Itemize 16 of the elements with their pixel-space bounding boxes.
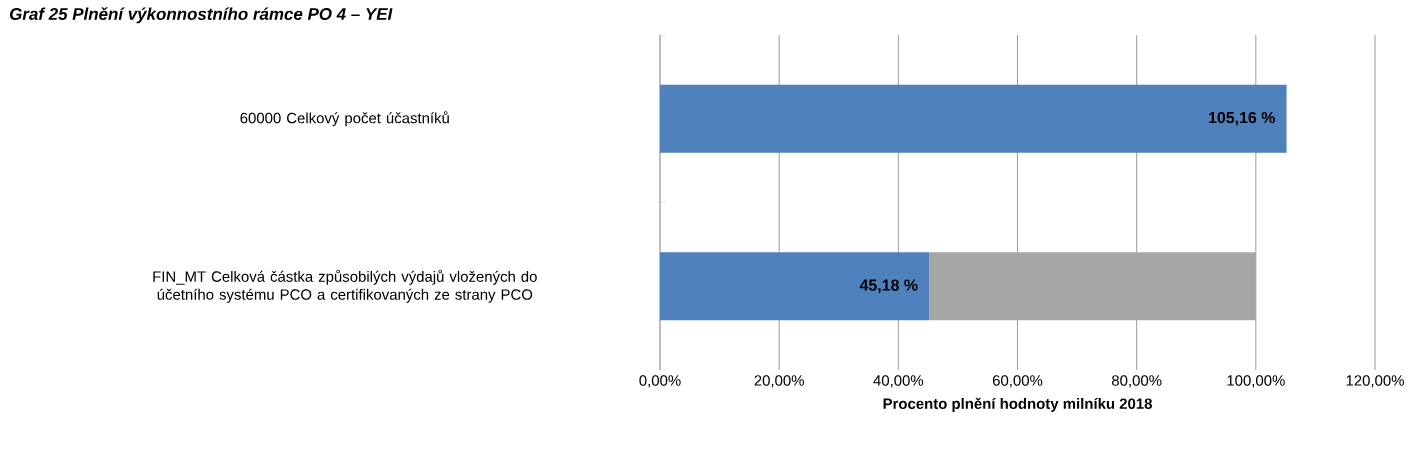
- x-tick-label: 60,00%: [992, 375, 1043, 388]
- x-tick-label: 100,00%: [1227, 375, 1285, 388]
- y-tick-label: 60000 Celkový počet účastníků: [240, 111, 449, 127]
- bar: [660, 252, 930, 321]
- x-tick-label: 40,00%: [873, 375, 924, 388]
- bar: [929, 252, 1256, 321]
- x-tick-label: 0,00%: [639, 375, 681, 388]
- x-tick-label: 120,00%: [1346, 375, 1404, 388]
- y-tick-label: FIN_MT Celková částka způsobilých výdajů vložených do účetního systému PCO a certifikovaných ze strany PCO: [153, 269, 537, 303]
- data-label: 45,18 %: [859, 279, 918, 294]
- x-tick-label: 80,00%: [1111, 375, 1162, 388]
- bar: [660, 84, 1287, 153]
- text: Graf 25 Plnění výkonnostního rámce PO 4 – YEI: [10, 7, 393, 24]
- x-axis-title: Procento plnění hodnoty milníku 2018: [883, 397, 1152, 412]
- data-label: 105,16 %: [1209, 111, 1275, 126]
- x-tick-label: 20,00%: [754, 375, 804, 388]
